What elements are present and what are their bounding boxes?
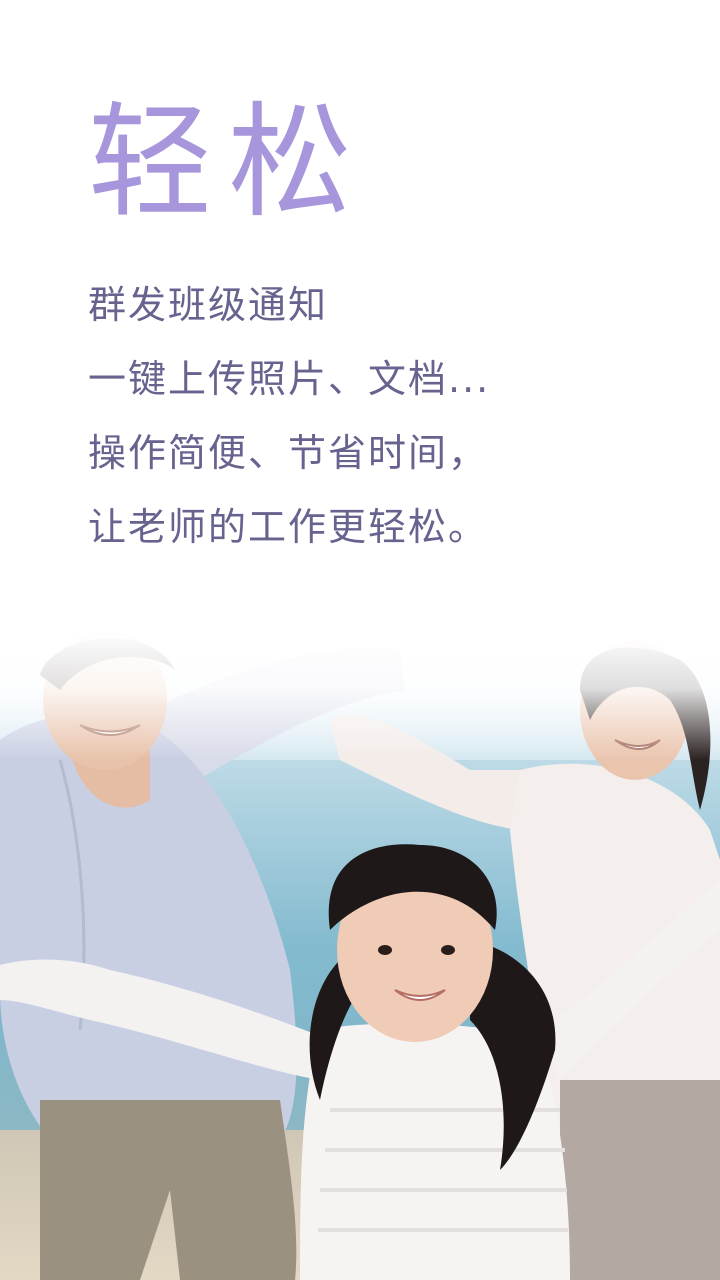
girl-figure <box>0 844 720 1280</box>
description: 群发班级通知 一键上传照片、文档... 操作简便、节省时间， 让老师的工作更轻松… <box>88 268 688 564</box>
photo-top-fade <box>0 630 720 760</box>
description-line: 一键上传照片、文档... <box>88 357 491 401</box>
intro-text: 轻松 群发班级通知 一键上传照片、文档... 操作简便、节省时间， 让老师的工作… <box>88 88 688 564</box>
description-line: 操作简便、节省时间， <box>88 431 489 475</box>
description-line: 让老师的工作更轻松。 <box>88 505 489 549</box>
headline: 轻松 <box>88 91 369 235</box>
description-line: 群发班级通知 <box>88 283 329 327</box>
family-photo <box>0 630 720 1280</box>
